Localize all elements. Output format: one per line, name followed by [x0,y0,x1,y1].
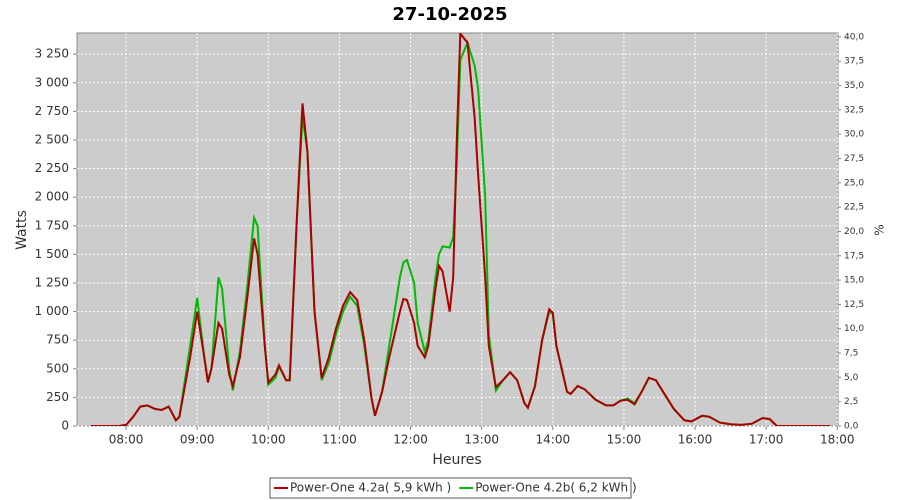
y2-tick-label: 5,0 [844,373,859,383]
x-tick-label: 16:00 [678,433,713,447]
x-tick-label: 17:00 [749,433,784,447]
x-axis-label: Heures [432,452,481,468]
y2-tick-label: 2,5 [844,397,858,407]
y-axis-label: Watts [14,210,30,250]
y-tick-label: 3 000 [35,75,69,89]
y-tick-label: 250 [46,390,69,404]
x-tick-label: 15:00 [607,433,642,447]
x-tick-label: 09:00 [180,433,215,447]
legend-box [269,477,632,499]
y-tick-label: 0 [61,419,69,433]
x-tick-label: 08:00 [109,433,144,447]
series-line [90,33,831,426]
y2-tick-label: 10,0 [844,324,864,334]
x-tick-label: 11:00 [322,433,357,447]
y2-tick-label: 37,5 [844,57,864,67]
y2-tick-label: 20,0 [844,227,864,237]
y-tick-label: 1 250 [35,275,69,289]
x-tick-label: 13:00 [464,433,499,447]
y2-tick-label: 0,0 [844,422,859,432]
y2-tick-label: 27,5 [844,154,864,164]
x-tick-label: 12:00 [393,433,428,447]
x-tick-label: 14:00 [536,433,571,447]
y2-tick-label: 12,5 [844,300,864,310]
y-tick-label: 2 000 [35,190,69,204]
y2-axis-label: % [873,224,887,235]
x-tick-label: 18:00 [820,433,855,447]
legend-label: Power-One 4.2b( 6,2 kWh ) [475,481,636,495]
y-tick-label: 1 750 [35,218,69,232]
y-tick-label: 2 250 [35,161,69,175]
y2-tick-label: 25,0 [844,178,864,188]
legend: Power-One 4.2a( 5,9 kWh ) Power-One 4.2b(… [269,477,637,499]
y2-tick-label: 30,0 [844,130,864,140]
chart-title: 27-10-2025 [392,4,507,25]
y2-tick-label: 15,0 [844,276,864,286]
y-tick-label: 1 500 [35,247,69,261]
x-tick-label: 10:00 [251,433,286,447]
y2-tick-label: 35,0 [844,81,864,91]
y-tick-label: 750 [46,333,69,347]
legend-label: Power-One 4.2a( 5,9 kWh ) [290,481,451,495]
y-tick-label: 2 500 [35,132,69,146]
y-tick-label: 2 750 [35,104,69,118]
y-tick-label: 1 000 [35,304,69,318]
y2-tick-label: 40,0 [844,32,864,42]
y-tick-label: 500 [46,361,69,375]
y2-tick-label: 17,5 [844,251,864,261]
y2-tick-label: 7,5 [844,349,858,359]
y2-tick-label: 32,5 [844,105,864,115]
y2-tick-label: 22,5 [844,203,864,213]
y-tick-label: 3 250 [35,47,69,61]
